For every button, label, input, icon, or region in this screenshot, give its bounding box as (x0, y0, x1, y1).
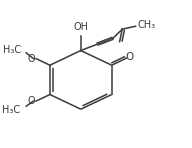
Text: O: O (27, 54, 35, 64)
Text: H₃C: H₃C (2, 105, 20, 115)
Text: H₃C: H₃C (3, 45, 21, 55)
Text: OH: OH (73, 22, 88, 32)
Text: O: O (125, 52, 133, 62)
Text: O: O (27, 96, 35, 106)
Text: CH₃: CH₃ (138, 20, 156, 30)
